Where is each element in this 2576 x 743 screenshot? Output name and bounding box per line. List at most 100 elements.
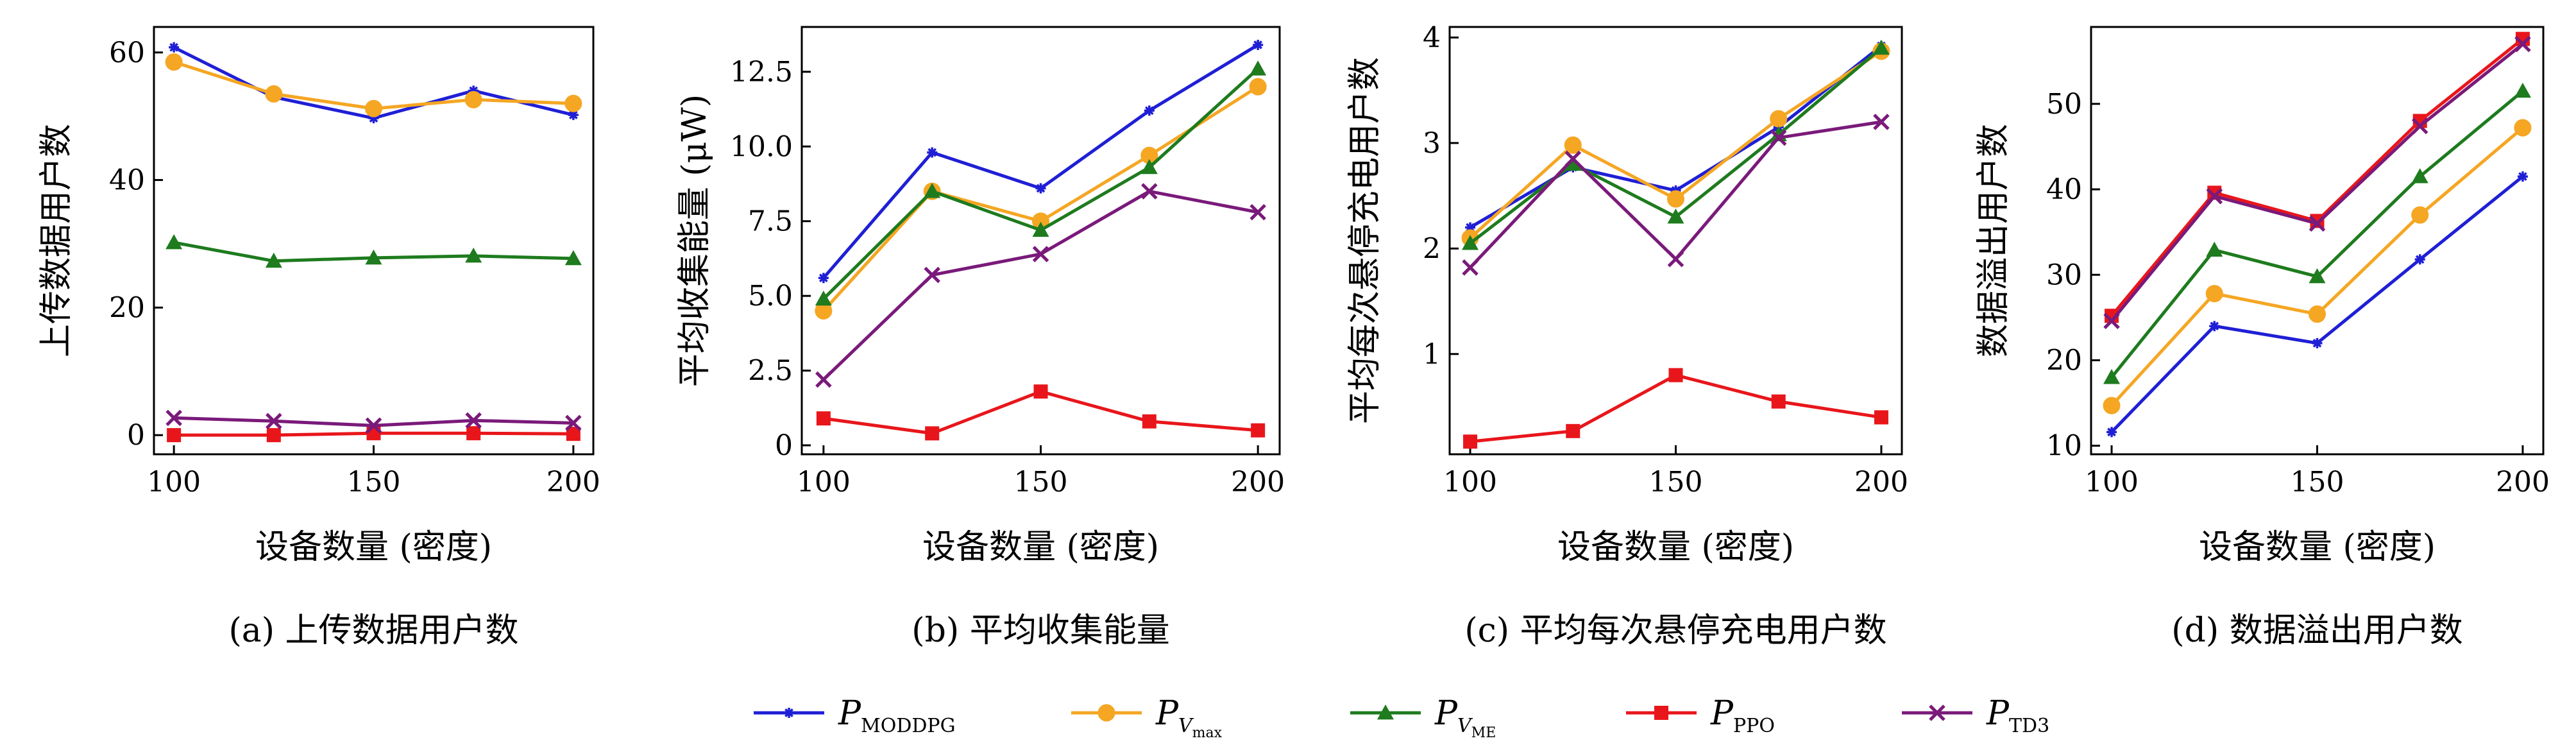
legend-label-subsub: max (1192, 725, 1223, 741)
axes-frame (2090, 26, 2545, 456)
x-axis-label: 设备数量 (密度) (1557, 528, 1794, 567)
legend-label-main: P (1434, 694, 1458, 733)
data-point (2103, 369, 2121, 384)
y-tick-label: 12.5 (730, 56, 793, 89)
series-line (2110, 126, 2524, 407)
data-point (1872, 39, 1890, 55)
legend-label: PMODDPG (838, 694, 956, 737)
data-point (266, 413, 282, 430)
data-point (2514, 35, 2531, 53)
y-axis-label: 平均每次悬停充电用户数 (1346, 57, 1384, 424)
subfigure-caption: (b) 平均收集能量 (911, 611, 1169, 650)
data-point (927, 147, 938, 158)
data-point (167, 428, 182, 443)
data-point (1874, 410, 1888, 425)
legend-label-sub: PPO (1733, 715, 1775, 737)
data-point (2514, 82, 2531, 98)
data-point (565, 414, 582, 432)
chart-panel: 100 150 200 0 20 40 60 设备数量 (密度) 上传数据用户数 (a) 上传数据… (37, 26, 600, 650)
data-point (365, 249, 382, 265)
data-point (818, 273, 829, 284)
y-axis-label: 平均收集能量 (μW) (675, 94, 714, 387)
data-point (2411, 206, 2429, 224)
data-point (924, 183, 941, 198)
legend-label-main: P (1986, 694, 2010, 733)
y-tick-label: 60 (109, 37, 145, 69)
legend-label: PTD3 (1986, 694, 2049, 737)
y-axis-label: 上传数据用户数 (37, 124, 76, 357)
x-tick-label: 200 (547, 466, 600, 499)
legend-label-sub: V (1457, 715, 1473, 737)
data-point (564, 250, 582, 266)
data-point (1141, 183, 1158, 200)
y-tick-label: 30 (2046, 259, 2082, 291)
data-point (1873, 114, 1890, 130)
data-point (1566, 423, 1580, 438)
y-tick-label: 2 (1423, 232, 1441, 265)
data-point (568, 110, 579, 121)
legend-label-main: P (1155, 694, 1179, 733)
y-tick-label: 40 (2046, 173, 2082, 206)
data-point (2517, 171, 2528, 182)
axes-frame (153, 26, 595, 456)
data-point (1462, 235, 1479, 250)
data-point (1251, 423, 1266, 438)
data-point (1667, 209, 1684, 224)
series-line (1470, 373, 1882, 443)
data-point (1463, 434, 1478, 449)
data-point (2309, 215, 2326, 232)
legend-marker (1929, 705, 1945, 721)
data-point (1250, 203, 1266, 221)
y-tick-label: 2.5 (748, 355, 793, 388)
data-point (1032, 246, 1049, 262)
data-point (564, 94, 582, 112)
data-point (2309, 305, 2326, 323)
legend-label-subsub: ME (1471, 725, 1496, 741)
x-tick-label: 100 (147, 466, 201, 499)
chart-panel: 100 150 200 0 2.5 5.0 7.5 10.0 12.5 设备数量 (密度) 平均收集… (675, 26, 1285, 650)
legend-item: PVME (1350, 694, 1496, 741)
y-tick-label: 20 (109, 291, 145, 324)
y-tick-label: 0 (775, 429, 793, 462)
data-point (1667, 251, 1684, 268)
data-point (2209, 321, 2220, 332)
data-point (816, 411, 831, 426)
data-point (1035, 183, 1046, 194)
legend-item: PVmax (1071, 694, 1223, 741)
legend-item: PPPO (1626, 694, 1775, 737)
data-point (466, 426, 481, 441)
data-point (2103, 312, 2120, 329)
data-point (1770, 129, 1787, 146)
data-point (365, 417, 382, 434)
legend-marker (1097, 704, 1115, 722)
y-tick-label: 5.0 (748, 280, 793, 312)
data-point (265, 85, 283, 103)
data-point (1564, 150, 1582, 167)
legend-marker (784, 708, 794, 718)
data-point (1142, 414, 1157, 429)
legend-marker (1377, 705, 1394, 720)
data-point (2514, 119, 2532, 137)
data-point (1564, 136, 1582, 154)
y-tick-label: 3 (1423, 127, 1441, 160)
data-point (2106, 427, 2117, 438)
legend-label-sub: TD3 (2009, 715, 2049, 737)
data-point (2411, 117, 2428, 135)
x-tick-label: 200 (2496, 466, 2550, 499)
series-line (2110, 89, 2524, 379)
data-point (1253, 39, 1264, 50)
x-tick-label: 200 (1854, 466, 1908, 499)
chart-panel: 100 150 200 10 20 30 40 50 设备数量 (密度) 数据溢出用户数 (d) 数… (1974, 26, 2550, 650)
y-tick-label: 7.5 (748, 205, 793, 238)
x-axis-label: 设备数量 (密度) (255, 528, 492, 567)
x-tick-label: 150 (1649, 466, 1703, 499)
data-point (2103, 397, 2121, 414)
data-point (2414, 254, 2425, 265)
data-point (2310, 214, 2325, 228)
data-point (465, 247, 482, 263)
data-point (1770, 110, 1788, 128)
data-point (2312, 337, 2323, 348)
data-point (165, 409, 182, 427)
data-point (924, 266, 940, 284)
data-point (1033, 384, 1048, 399)
